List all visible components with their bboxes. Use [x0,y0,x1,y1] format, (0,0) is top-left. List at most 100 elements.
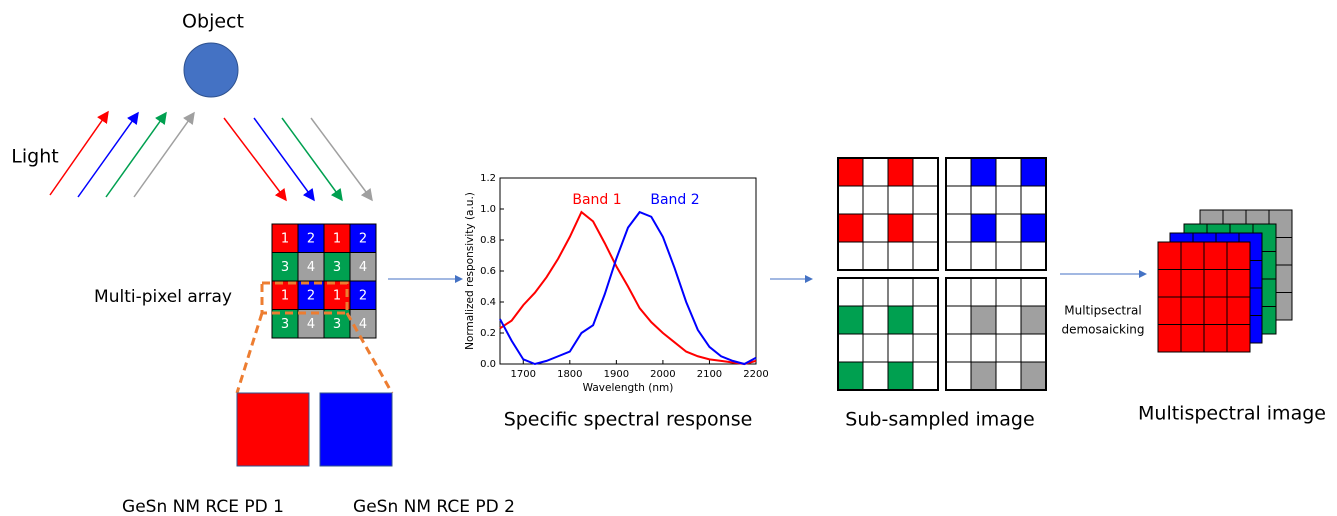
subsample-cell [887,333,914,363]
subsample-cell [945,157,972,187]
x-tick-label: 2200 [743,369,768,380]
subsample-cell [862,333,889,363]
cube-cell [1157,241,1182,270]
light-label: Light [11,146,58,168]
pixel-label: 1 [333,232,341,247]
y-tick-label: 0.4 [480,297,496,308]
cube-cell [1157,296,1182,325]
subsample-cell [862,185,889,215]
caption: Specific spectral response [504,409,753,431]
pixel-label: 3 [333,260,341,275]
subsample-cell [970,213,997,243]
pixel-label: 3 [333,317,341,332]
subsample-cell [945,277,972,307]
plot-frame [499,177,757,365]
cube-cell [1157,324,1182,353]
demosaic-label: Multipsectral [1064,304,1142,318]
subsample-cell [1020,185,1047,215]
subsample-cell [837,185,864,215]
subsample-cell [1020,213,1047,243]
subsample-cell [887,213,914,243]
subsample-cell [862,361,889,391]
subsample-cell [1020,241,1047,271]
subsample-cell [887,277,914,307]
cube-cell [1180,296,1205,325]
subsampled [837,157,1047,391]
series-label: Band 1 [572,192,621,208]
subsample-cell [887,305,914,335]
pixel-label: 2 [307,232,315,247]
detector-1 [236,392,310,467]
cube-cell [1226,241,1251,270]
detector-label: GeSn NM RCE PD 1 [122,497,284,516]
subsample-cell [970,361,997,391]
line [499,210,757,366]
pixel-label: 1 [281,232,289,247]
y-tick-label: 1.2 [480,173,496,184]
x-tick-label: 1700 [511,369,536,380]
subsample-cell [862,241,889,271]
pixel-label: 3 [281,317,289,332]
x-tick-label: 2100 [697,369,722,380]
cube-cell [1203,324,1228,353]
subsample-cell [862,305,889,335]
subsample-cell [945,213,972,243]
cube-cell [1203,241,1228,270]
subsample-cell [1020,361,1047,391]
subsample-cell [837,213,864,243]
y-tick-label: 1.0 [480,204,496,215]
y-tick-label: 0.6 [480,266,496,277]
subsample-frame [945,277,1047,391]
detector-2 [319,392,393,467]
subsample-cell [912,361,939,391]
y-tick-label: 0.0 [480,359,496,370]
y-tick-label: 0.8 [480,235,496,246]
subsample-cell [837,361,864,391]
subsample-cell [945,241,972,271]
multispectral-cube [1157,209,1293,353]
pixel-label: 2 [307,289,315,304]
pixel [297,223,325,253]
subsample-cell [970,277,997,307]
pixel-label: 4 [359,260,367,275]
subsample-cell [912,213,939,243]
subsample-cell [837,305,864,335]
subsample-frame [837,277,939,391]
subsample-cell [912,185,939,215]
series-label: Band 2 [650,192,699,208]
cube-cell [1226,296,1251,325]
object-label: Object [182,11,244,33]
pixel-array: 1 2 1 2 3 4 3 4 1 2 1 2 3 4 3 4 [271,223,377,339]
array-label: Multi-pixel array [94,287,232,307]
pixel-label: 2 [359,232,367,247]
subsample-cell [970,241,997,271]
subsample-cell [912,277,939,307]
line [499,210,757,366]
y-axis-label: Normalized responsivity (a.u.) [464,192,476,350]
subsample-cell [862,157,889,187]
subsample-cell [970,305,997,335]
subsample-frame [945,157,1047,271]
subsample-cell [887,185,914,215]
cube-cell [1203,296,1228,325]
subsample-cell [995,333,1022,363]
x-tick-label: 1800 [557,369,582,380]
y-tick-label: 0.2 [480,328,496,339]
demosaic-label: demosaicking [1061,323,1144,337]
subsample-frame [837,157,939,271]
subsample-cell [995,241,1022,271]
subsample-cell [995,157,1022,187]
pixel-label: 1 [333,289,341,304]
cube-cell [1157,269,1182,298]
subsample-cell [837,241,864,271]
subsample-cell [970,333,997,363]
subsample-cell [995,361,1022,391]
subsample-cell [862,277,889,307]
pixel-label: 4 [307,260,315,275]
x-tick-label: 2000 [650,369,675,380]
pixel [297,280,325,310]
subsampled-label: Sub-sampled image [845,409,1034,431]
subsample-cell [887,361,914,391]
output-label: Multispectral image [1138,403,1326,425]
subsample-cell [1020,305,1047,335]
